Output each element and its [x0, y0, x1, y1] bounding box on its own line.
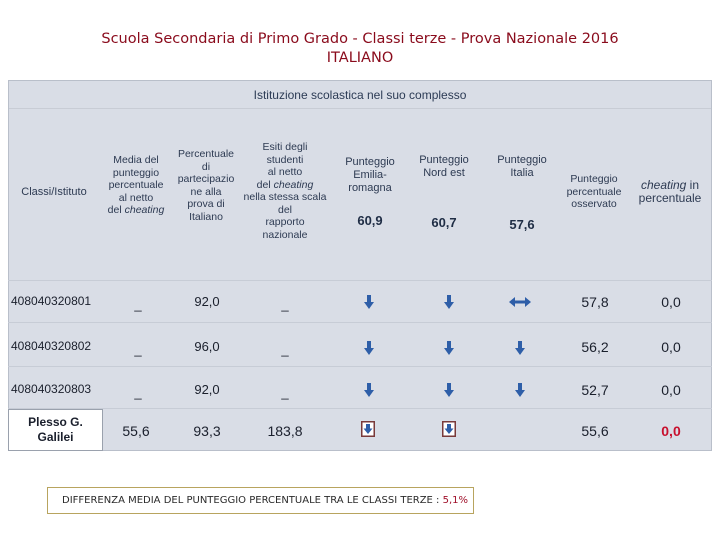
col-header-classi: Classi/Istituto: [21, 186, 87, 198]
footer-label: DIFFERENZA MEDIA DEL PUNTEGGIO PERCENTUA…: [62, 495, 443, 506]
col-header-partecipazione: Percentuale di partecipazio ne alla prov…: [177, 148, 235, 223]
class-id: 408040320803: [11, 382, 92, 396]
arrow-down-icon: [444, 295, 454, 309]
esiti-value: _: [281, 342, 289, 357]
osservato-value: 57,8: [581, 294, 609, 310]
footer-value: 5,1%: [442, 495, 469, 506]
benchmark-italia: 57,6: [509, 217, 535, 232]
plesso-label-box: Plesso G. Galilei: [8, 409, 103, 451]
arrow-down-icon: [444, 383, 454, 397]
class-id: 408040320801: [11, 294, 92, 308]
osservato-value: 52,7: [581, 382, 609, 398]
media-value: _: [134, 342, 142, 357]
col-header-cheating: cheating in percentuale: [638, 178, 702, 205]
arrow-down-icon: [364, 295, 374, 309]
esiti-value: _: [281, 297, 289, 312]
benchmark-emilia: 60,9: [357, 213, 383, 228]
row-divider: [8, 280, 712, 281]
cheating-value: 0,0: [661, 382, 681, 398]
results-panel: Istituzione scolastica nel suo complesso: [8, 80, 712, 451]
arrows-left-right-icon: [509, 297, 531, 307]
arrow-down-icon: [515, 383, 525, 397]
plesso-cheating-value: 0,0: [661, 423, 681, 439]
cheating-value: 0,0: [661, 339, 681, 355]
esiti-value: _: [281, 385, 289, 400]
plesso-osservato-value: 55,6: [581, 423, 609, 439]
media-value: _: [134, 297, 142, 312]
partecipazione-value: 92,0: [194, 382, 220, 397]
col-header-italia: Punteggio Italia: [497, 154, 547, 179]
class-id: 408040320802: [11, 339, 92, 353]
partecipazione-value: 96,0: [194, 339, 220, 354]
row-divider: [8, 366, 712, 367]
plesso-partecipazione-value: 93,3: [193, 423, 221, 439]
col-header-media: Media del punteggio percentuale al netto…: [107, 154, 165, 216]
arrow-down-icon: [364, 383, 374, 397]
cheating-value: 0,0: [661, 294, 681, 310]
arrow-down-icon: [364, 341, 374, 355]
title-line-2: ITALIANO: [326, 50, 394, 66]
page-title: Scuola Secondaria di Primo Grado - Class…: [0, 30, 720, 68]
panel-divider: [9, 108, 711, 109]
boxed-arrow-down-icon: [442, 421, 456, 437]
partecipazione-value: 92,0: [194, 294, 220, 309]
plesso-media-value: 55,6: [122, 423, 150, 439]
osservato-value: 56,2: [581, 339, 609, 355]
panel-heading: Istituzione scolastica nel suo complesso: [253, 88, 467, 102]
col-header-esiti: Esiti degli studenti al netto del cheati…: [243, 141, 327, 241]
col-header-osservato: Punteggio percentuale osservato: [566, 173, 622, 210]
plesso-esiti-value: 183,8: [267, 423, 303, 439]
boxed-arrow-down-icon: [361, 421, 375, 437]
media-value: _: [134, 385, 142, 400]
plesso-label: Plesso G. Galilei: [28, 415, 83, 444]
benchmark-nordest: 60,7: [431, 215, 457, 230]
title-line-1: Scuola Secondaria di Primo Grado - Class…: [101, 31, 619, 47]
col-header-emilia: Punteggio Emilia- romagna: [345, 156, 395, 194]
arrow-down-icon: [444, 341, 454, 355]
arrow-down-icon: [515, 341, 525, 355]
footer-summary: DIFFERENZA MEDIA DEL PUNTEGGIO PERCENTUA…: [47, 487, 474, 514]
row-divider: [8, 408, 712, 409]
row-divider: [8, 322, 712, 323]
col-header-nordest: Punteggio Nord est: [419, 154, 469, 179]
